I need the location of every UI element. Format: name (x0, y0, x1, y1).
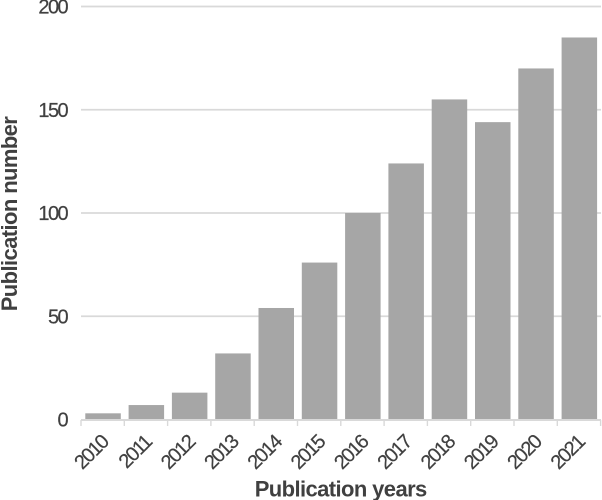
svg-text:100: 100 (38, 203, 68, 225)
svg-text:50: 50 (48, 306, 69, 328)
svg-text:Publication years: Publication years (255, 477, 427, 500)
svg-text:200: 200 (38, 0, 68, 19)
svg-text:Publication number: Publication number (0, 116, 22, 312)
svg-text:150: 150 (38, 100, 68, 122)
svg-text:0: 0 (57, 410, 68, 432)
